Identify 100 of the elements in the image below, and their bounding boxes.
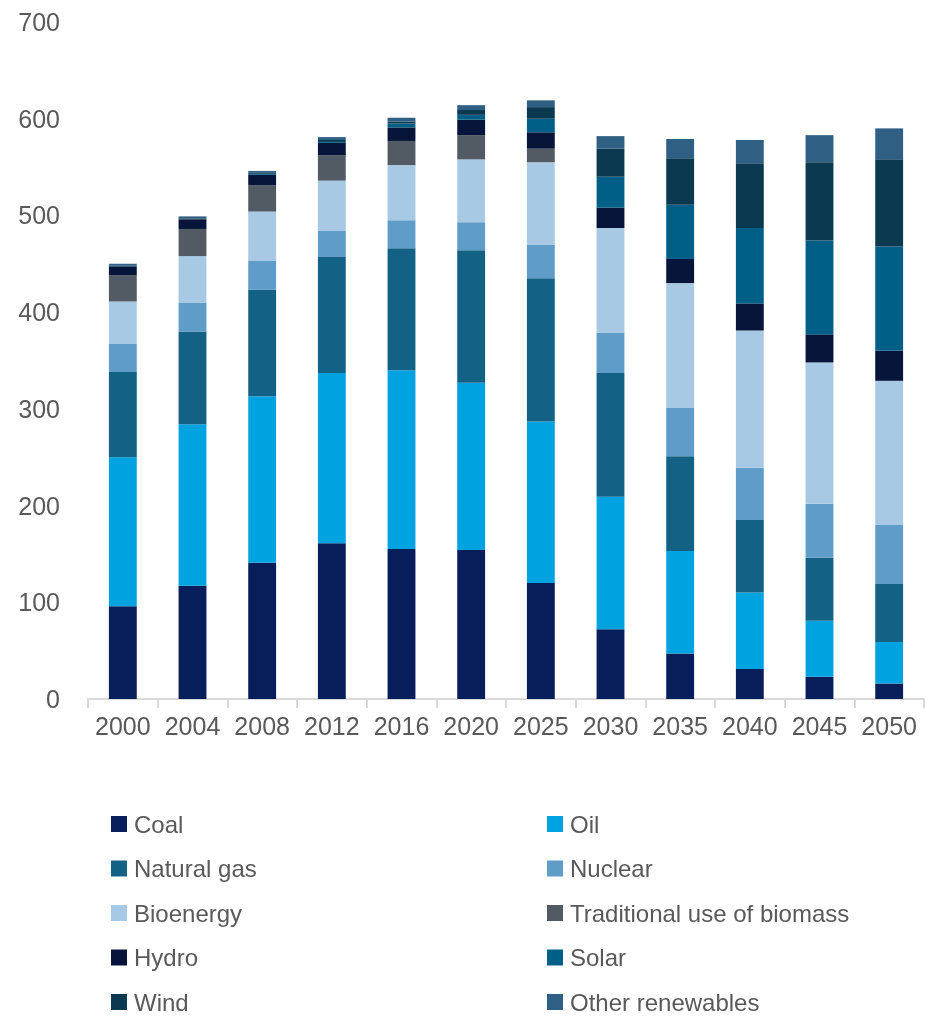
bar (875, 641, 904, 684)
bar (805, 162, 834, 241)
bar (317, 257, 346, 374)
bar (596, 176, 625, 208)
bar (108, 606, 137, 699)
bar (666, 456, 695, 552)
bar (457, 382, 486, 551)
bar (526, 132, 555, 149)
bar (387, 248, 416, 371)
bar (805, 676, 834, 699)
bar (666, 258, 695, 284)
bar (875, 246, 904, 351)
bar (596, 629, 625, 699)
bar (805, 135, 834, 163)
y-tick-label: 500 (18, 201, 60, 230)
x-tick-label: 2045 (791, 711, 848, 740)
bar (735, 467, 764, 521)
bar (178, 302, 207, 332)
bar (875, 128, 904, 160)
x-tick-label: 2050 (861, 711, 917, 740)
y-tick-label: 700 (18, 8, 60, 36)
legend-label: Other renewables (570, 988, 760, 1016)
y-tick-label: 600 (18, 104, 60, 133)
legend-label: Oil (570, 810, 600, 838)
bar (805, 557, 834, 621)
bar (248, 174, 277, 186)
bar (596, 332, 625, 374)
legend-label: Hydro (134, 944, 199, 971)
bar (387, 220, 416, 249)
bar (875, 350, 904, 381)
bar (248, 396, 277, 563)
bar (387, 140, 416, 166)
bar (875, 159, 904, 247)
x-tick-label: 2012 (304, 711, 360, 740)
bar (875, 524, 904, 584)
bar (387, 370, 416, 550)
bar (666, 551, 695, 654)
bar (526, 244, 555, 279)
bar (457, 119, 486, 136)
bar (526, 100, 555, 108)
bar (317, 373, 346, 544)
bar (596, 136, 625, 149)
bar (387, 549, 416, 699)
bar (248, 260, 277, 290)
bar (735, 228, 764, 304)
bar (666, 283, 695, 408)
bar (457, 550, 486, 699)
bar (526, 582, 555, 699)
bar (457, 105, 486, 111)
bar (457, 159, 486, 223)
bar (457, 250, 486, 383)
bar (735, 139, 764, 164)
bar (805, 334, 834, 363)
bar (735, 330, 764, 468)
bar (666, 407, 695, 457)
bar (875, 583, 904, 642)
legend-label: Traditional use of biomass (570, 899, 850, 927)
bar (526, 107, 555, 119)
bar (666, 653, 695, 699)
bar (735, 163, 764, 228)
x-tick-label: 2040 (722, 711, 778, 740)
legend-label: Wind (134, 988, 189, 1016)
y-tick-label: 200 (18, 491, 60, 520)
bar (596, 373, 625, 497)
bar (596, 228, 625, 333)
bar (526, 421, 555, 583)
bar (875, 683, 904, 699)
bar (526, 162, 555, 245)
bar (387, 165, 416, 221)
bar (108, 275, 137, 302)
bar (457, 110, 486, 115)
bar (178, 228, 207, 257)
bar (108, 372, 137, 458)
bar (317, 230, 346, 258)
bar (108, 344, 137, 373)
bar (317, 155, 346, 181)
bar (248, 562, 277, 699)
bar (317, 142, 346, 156)
legend-label: Bioenergy (134, 899, 243, 927)
y-tick-label: 300 (18, 394, 60, 423)
bar (457, 222, 486, 251)
bar (526, 148, 555, 163)
bar (178, 256, 207, 303)
legend-label: Coal (134, 810, 184, 838)
bar (178, 331, 207, 425)
bar (387, 127, 416, 141)
x-tick-label: 2016 (373, 711, 430, 740)
bar (666, 158, 695, 205)
bar (735, 669, 764, 699)
bar (526, 278, 555, 422)
bar (526, 118, 555, 133)
bar (108, 266, 137, 276)
y-tick-label: 0 (46, 685, 60, 713)
bar (178, 219, 207, 229)
x-tick-label: 2025 (513, 711, 569, 740)
bar (457, 135, 486, 160)
bar (178, 424, 207, 586)
bar (457, 114, 486, 120)
bar (178, 585, 207, 699)
bar (317, 543, 346, 699)
